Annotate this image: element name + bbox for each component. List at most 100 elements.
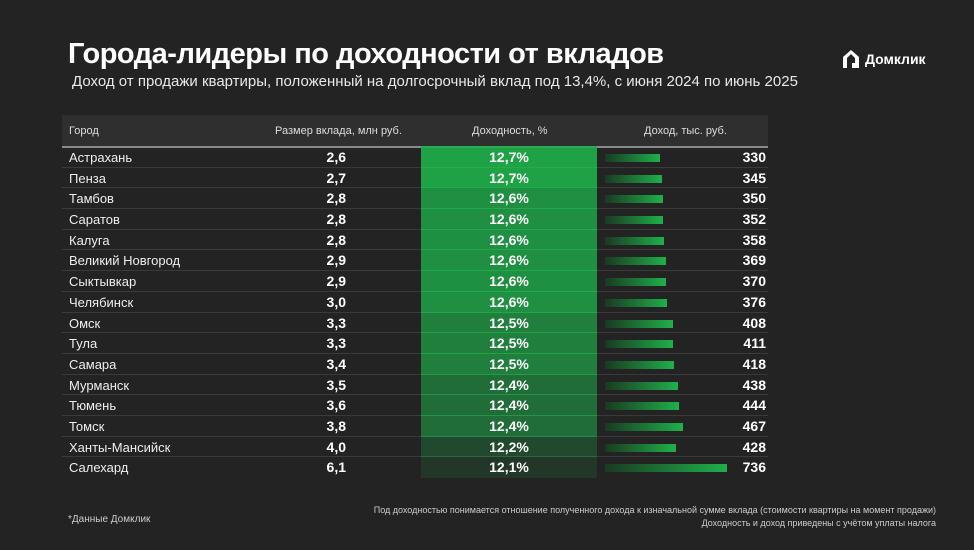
city-name: Омск bbox=[69, 315, 101, 331]
deposit-value: 3,6 bbox=[326, 397, 346, 414]
table-row: Мурманск 3,5 12,4% 438 bbox=[62, 373, 768, 396]
yield-value: 12,6% bbox=[489, 190, 529, 207]
income-bar bbox=[605, 195, 664, 204]
deposit-value: 6,1 bbox=[326, 459, 346, 476]
income-bar bbox=[605, 422, 683, 431]
yield-cell-fill bbox=[421, 414, 597, 437]
table-header: Город Размер вклада, млн руб. Доходность… bbox=[62, 115, 768, 148]
deposit-value: 3,8 bbox=[326, 417, 346, 434]
yield-value: 12,4% bbox=[489, 376, 529, 393]
city-name: Томск bbox=[69, 418, 105, 434]
income-value: 428 bbox=[742, 438, 766, 455]
source-note: *Данные Домклик bbox=[68, 514, 151, 525]
deposit-value: 2,9 bbox=[326, 273, 346, 290]
table-row: Пенза 2,7 12,7% 345 bbox=[62, 166, 768, 189]
income-value: 438 bbox=[742, 376, 766, 393]
yield-cell-fill bbox=[421, 311, 597, 334]
income-value: 444 bbox=[742, 397, 766, 414]
income-bar bbox=[605, 464, 728, 473]
yield-cell-fill bbox=[421, 187, 597, 210]
income-value: 345 bbox=[742, 169, 766, 186]
yield-cell-fill bbox=[421, 146, 597, 168]
col-city: Город bbox=[69, 125, 99, 137]
yield-value: 12,1% bbox=[489, 459, 529, 476]
yield-value: 12,6% bbox=[489, 293, 529, 310]
city-name: Астрахань bbox=[69, 150, 133, 165]
yield-cell-fill bbox=[421, 394, 597, 416]
table-row: Ханты-Мансийск 4,0 12,2% 428 bbox=[62, 435, 768, 458]
income-bar bbox=[605, 443, 676, 452]
income-value: 330 bbox=[742, 149, 766, 165]
deposit-value: 2,7 bbox=[326, 169, 346, 186]
table-row: Тамбов 2,8 12,6% 350 bbox=[62, 187, 768, 210]
income-bar bbox=[605, 340, 674, 349]
yield-value: 12,4% bbox=[489, 397, 529, 414]
city-name: Пенза bbox=[69, 170, 106, 186]
city-name: Мурманск bbox=[69, 377, 130, 393]
income-value: 350 bbox=[742, 190, 766, 207]
city-name: Тамбов bbox=[69, 191, 114, 207]
yield-cell-fill bbox=[421, 270, 597, 292]
income-bar bbox=[605, 174, 663, 183]
yield-value: 12,5% bbox=[489, 355, 529, 372]
income-bar bbox=[605, 257, 667, 266]
subtitle: Доход от продажи квартиры, положенный на… bbox=[72, 73, 798, 90]
yield-value: 12,7% bbox=[489, 169, 529, 186]
col-yield: Доходность, % bbox=[472, 125, 548, 137]
income-value: 358 bbox=[742, 231, 766, 248]
income-bar bbox=[605, 236, 665, 245]
city-name: Ханты-Мансийск bbox=[69, 439, 171, 455]
yield-value: 12,4% bbox=[489, 417, 529, 434]
yield-cell-fill bbox=[421, 332, 597, 354]
income-bar bbox=[605, 298, 668, 307]
income-value: 352 bbox=[742, 211, 766, 228]
income-bar bbox=[605, 360, 675, 369]
table-row: Омск 3,3 12,5% 408 bbox=[62, 311, 768, 334]
income-value: 467 bbox=[742, 417, 766, 434]
income-value: 408 bbox=[742, 314, 766, 331]
yield-cell-fill bbox=[421, 249, 597, 272]
yield-cell-fill bbox=[421, 456, 597, 478]
yield-value: 12,2% bbox=[489, 438, 529, 455]
table-row: Саратов 2,8 12,6% 352 bbox=[62, 208, 768, 230]
city-name: Салехард bbox=[69, 460, 129, 476]
page-title: Города-лидеры по доходности от вкладов bbox=[68, 38, 664, 70]
yield-value: 12,6% bbox=[489, 211, 529, 228]
yield-value: 12,5% bbox=[489, 335, 529, 352]
house-icon bbox=[843, 50, 859, 68]
income-value: 376 bbox=[742, 293, 766, 310]
city-name: Великий Новгород bbox=[69, 253, 181, 269]
domclick-logo: Домклик bbox=[841, 48, 926, 70]
deposit-value: 2,6 bbox=[326, 149, 346, 165]
yield-value: 12,6% bbox=[489, 231, 529, 248]
deposit-value: 2,9 bbox=[326, 252, 346, 269]
table-row: Тула 3,3 12,5% 411 bbox=[62, 332, 768, 354]
yield-cell-fill bbox=[421, 166, 597, 189]
logo-text: Домклик bbox=[865, 51, 926, 67]
income-value: 369 bbox=[742, 252, 766, 269]
table-body: Астрахань 2,6 12,7% 330 Пенза 2,7 12,7% … bbox=[62, 146, 768, 478]
footnote-1: Под доходностью понимается отношение пол… bbox=[373, 505, 936, 515]
income-bar bbox=[605, 402, 679, 411]
yield-value: 12,6% bbox=[489, 252, 529, 269]
income-bar bbox=[605, 216, 664, 225]
deposit-value: 2,8 bbox=[326, 211, 346, 228]
table-row: Великий Новгород 2,9 12,6% 369 bbox=[62, 249, 768, 272]
income-value: 370 bbox=[742, 273, 766, 290]
table-row: Астрахань 2,6 12,7% 330 bbox=[62, 146, 768, 168]
yield-cell-fill bbox=[421, 435, 597, 458]
deposit-value: 3,0 bbox=[326, 293, 346, 310]
yield-cell-fill bbox=[421, 373, 597, 396]
income-bar bbox=[605, 278, 667, 287]
income-value: 736 bbox=[742, 459, 766, 476]
table-row: Челябинск 3,0 12,6% 376 bbox=[62, 290, 768, 313]
yield-value: 12,6% bbox=[489, 273, 529, 290]
deposit-value: 3,3 bbox=[326, 314, 346, 331]
deposit-value: 3,4 bbox=[326, 355, 346, 372]
yield-value: 12,7% bbox=[489, 149, 529, 165]
deposit-value: 2,8 bbox=[326, 190, 346, 207]
table-row: Калуга 2,8 12,6% 358 bbox=[62, 228, 768, 251]
deposit-value: 3,5 bbox=[326, 376, 346, 393]
income-bar bbox=[605, 154, 660, 162]
